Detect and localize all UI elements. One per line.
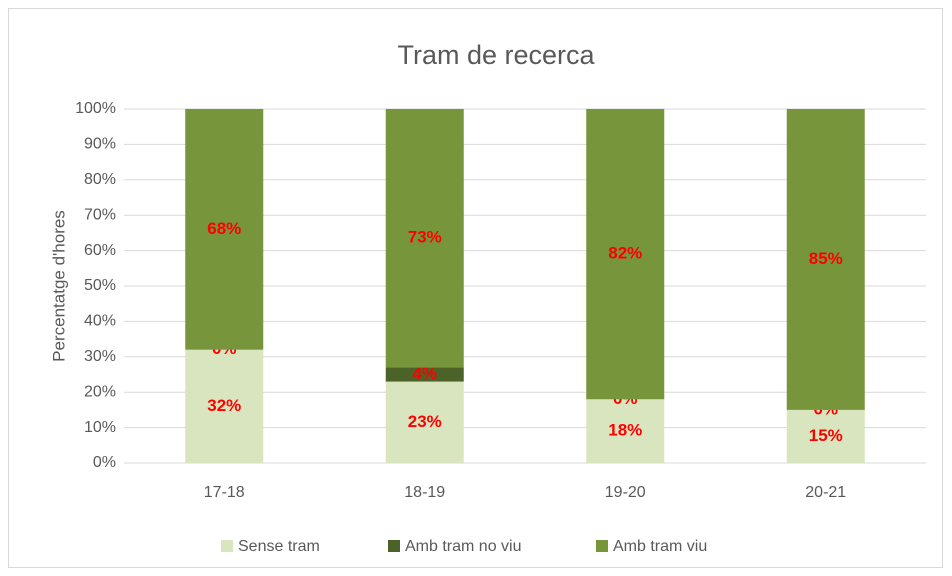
x-tick-label: 17-18 bbox=[204, 484, 245, 501]
data-label: 18% bbox=[608, 421, 642, 440]
legend-swatch bbox=[221, 540, 233, 552]
bar-segment bbox=[786, 109, 865, 410]
data-label: 32% bbox=[207, 396, 241, 415]
y-tick-label: 0% bbox=[93, 454, 116, 471]
legend-label: Sense tram bbox=[238, 538, 320, 555]
bar-segment bbox=[385, 367, 464, 382]
bar-segment bbox=[586, 399, 665, 463]
y-tick-label: 90% bbox=[84, 136, 116, 153]
y-tick-label: 40% bbox=[84, 313, 116, 330]
y-tick-label: 60% bbox=[84, 242, 116, 259]
bar-segment bbox=[185, 349, 264, 463]
chart-title: Tram de recerca bbox=[397, 40, 595, 70]
x-tick-label: 18-19 bbox=[404, 484, 445, 501]
legend-label: Amb tram viu bbox=[613, 538, 707, 555]
data-label: 23% bbox=[408, 412, 442, 431]
x-tick-label: 20-21 bbox=[805, 484, 846, 501]
data-label: 4% bbox=[412, 364, 437, 383]
bar-segment bbox=[786, 409, 865, 463]
y-tick-label: 100% bbox=[75, 100, 116, 117]
y-tick-label: 70% bbox=[84, 206, 116, 223]
data-label: 68% bbox=[207, 219, 241, 238]
y-axis-label: Percentatge d'hores bbox=[49, 210, 68, 362]
y-tick-label: 50% bbox=[84, 277, 116, 294]
legend-swatch bbox=[388, 540, 400, 552]
y-tick-label: 10% bbox=[84, 419, 116, 436]
y-tick-label: 20% bbox=[84, 383, 116, 400]
bar-segment bbox=[586, 109, 665, 400]
y-tick-label: 30% bbox=[84, 348, 116, 365]
data-label: 73% bbox=[408, 228, 442, 247]
y-tick-label: 80% bbox=[84, 171, 116, 188]
data-label: 85% bbox=[809, 249, 843, 268]
x-tick-label: 19-20 bbox=[605, 484, 646, 501]
legend-swatch bbox=[596, 540, 608, 552]
data-label: 82% bbox=[608, 244, 642, 263]
bar-segment bbox=[185, 109, 264, 350]
bar-segment bbox=[385, 109, 464, 368]
legend-label: Amb tram no viu bbox=[405, 538, 521, 555]
bar-segment bbox=[385, 381, 464, 463]
data-label: 15% bbox=[809, 426, 843, 445]
